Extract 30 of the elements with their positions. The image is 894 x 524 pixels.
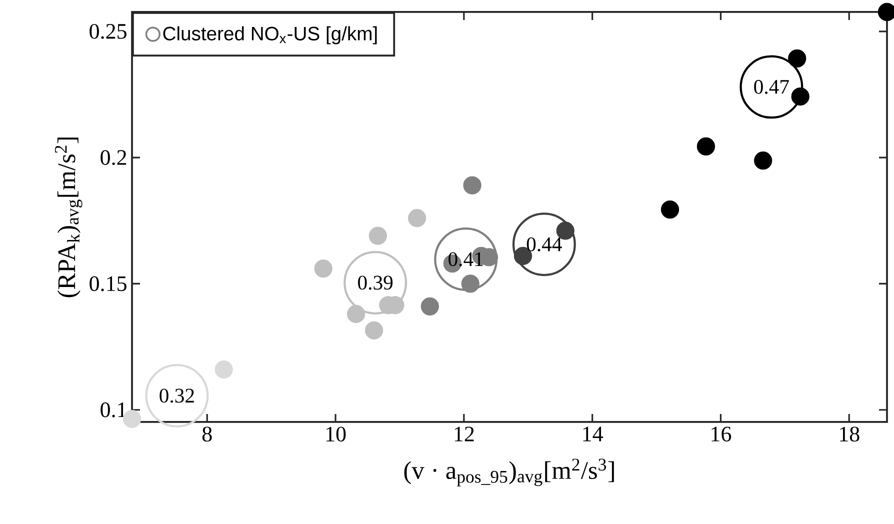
point [754, 152, 772, 170]
point [660, 200, 680, 219]
point [346, 304, 366, 324]
y-axis-title: (RPA$_{k}$)$_{avg}$[m/s$^{2}$] [54, 138, 82, 298]
annotation: 0.39 [358, 276, 393, 290]
legend-label: Clustered NO$_{x}$-US [g/km] [163, 26, 377, 44]
y-tick-label: 0.1 [100, 402, 126, 418]
x-tick-label: 14 [583, 426, 603, 442]
point [696, 137, 716, 156]
x-tick-label: 18 [840, 426, 860, 442]
x-tick-label: 8 [202, 426, 212, 442]
point [420, 297, 439, 316]
annotation: 0.44 [526, 237, 562, 252]
y-tick-label: 0.2 [100, 150, 126, 166]
point [368, 226, 387, 245]
y-tick-label: 0.25 [90, 24, 126, 39]
x-tick-label: 16 [712, 426, 732, 442]
text: (v · a$_{pos_95}$)$_{avg}$[m$^{2}$/s$^{3}$] [404, 458, 614, 486]
point [122, 410, 142, 428]
annotation: 0.47 [754, 80, 789, 94]
point [364, 321, 384, 340]
point [788, 49, 806, 68]
annotation: 0.32 [160, 388, 194, 403]
point [408, 209, 426, 228]
point [463, 176, 482, 194]
y-tick-label: 0.15 [90, 276, 126, 292]
x-tick-label: 12 [454, 426, 474, 442]
point [214, 360, 233, 379]
x-tick-label: 10 [326, 426, 346, 442]
point [314, 260, 332, 278]
